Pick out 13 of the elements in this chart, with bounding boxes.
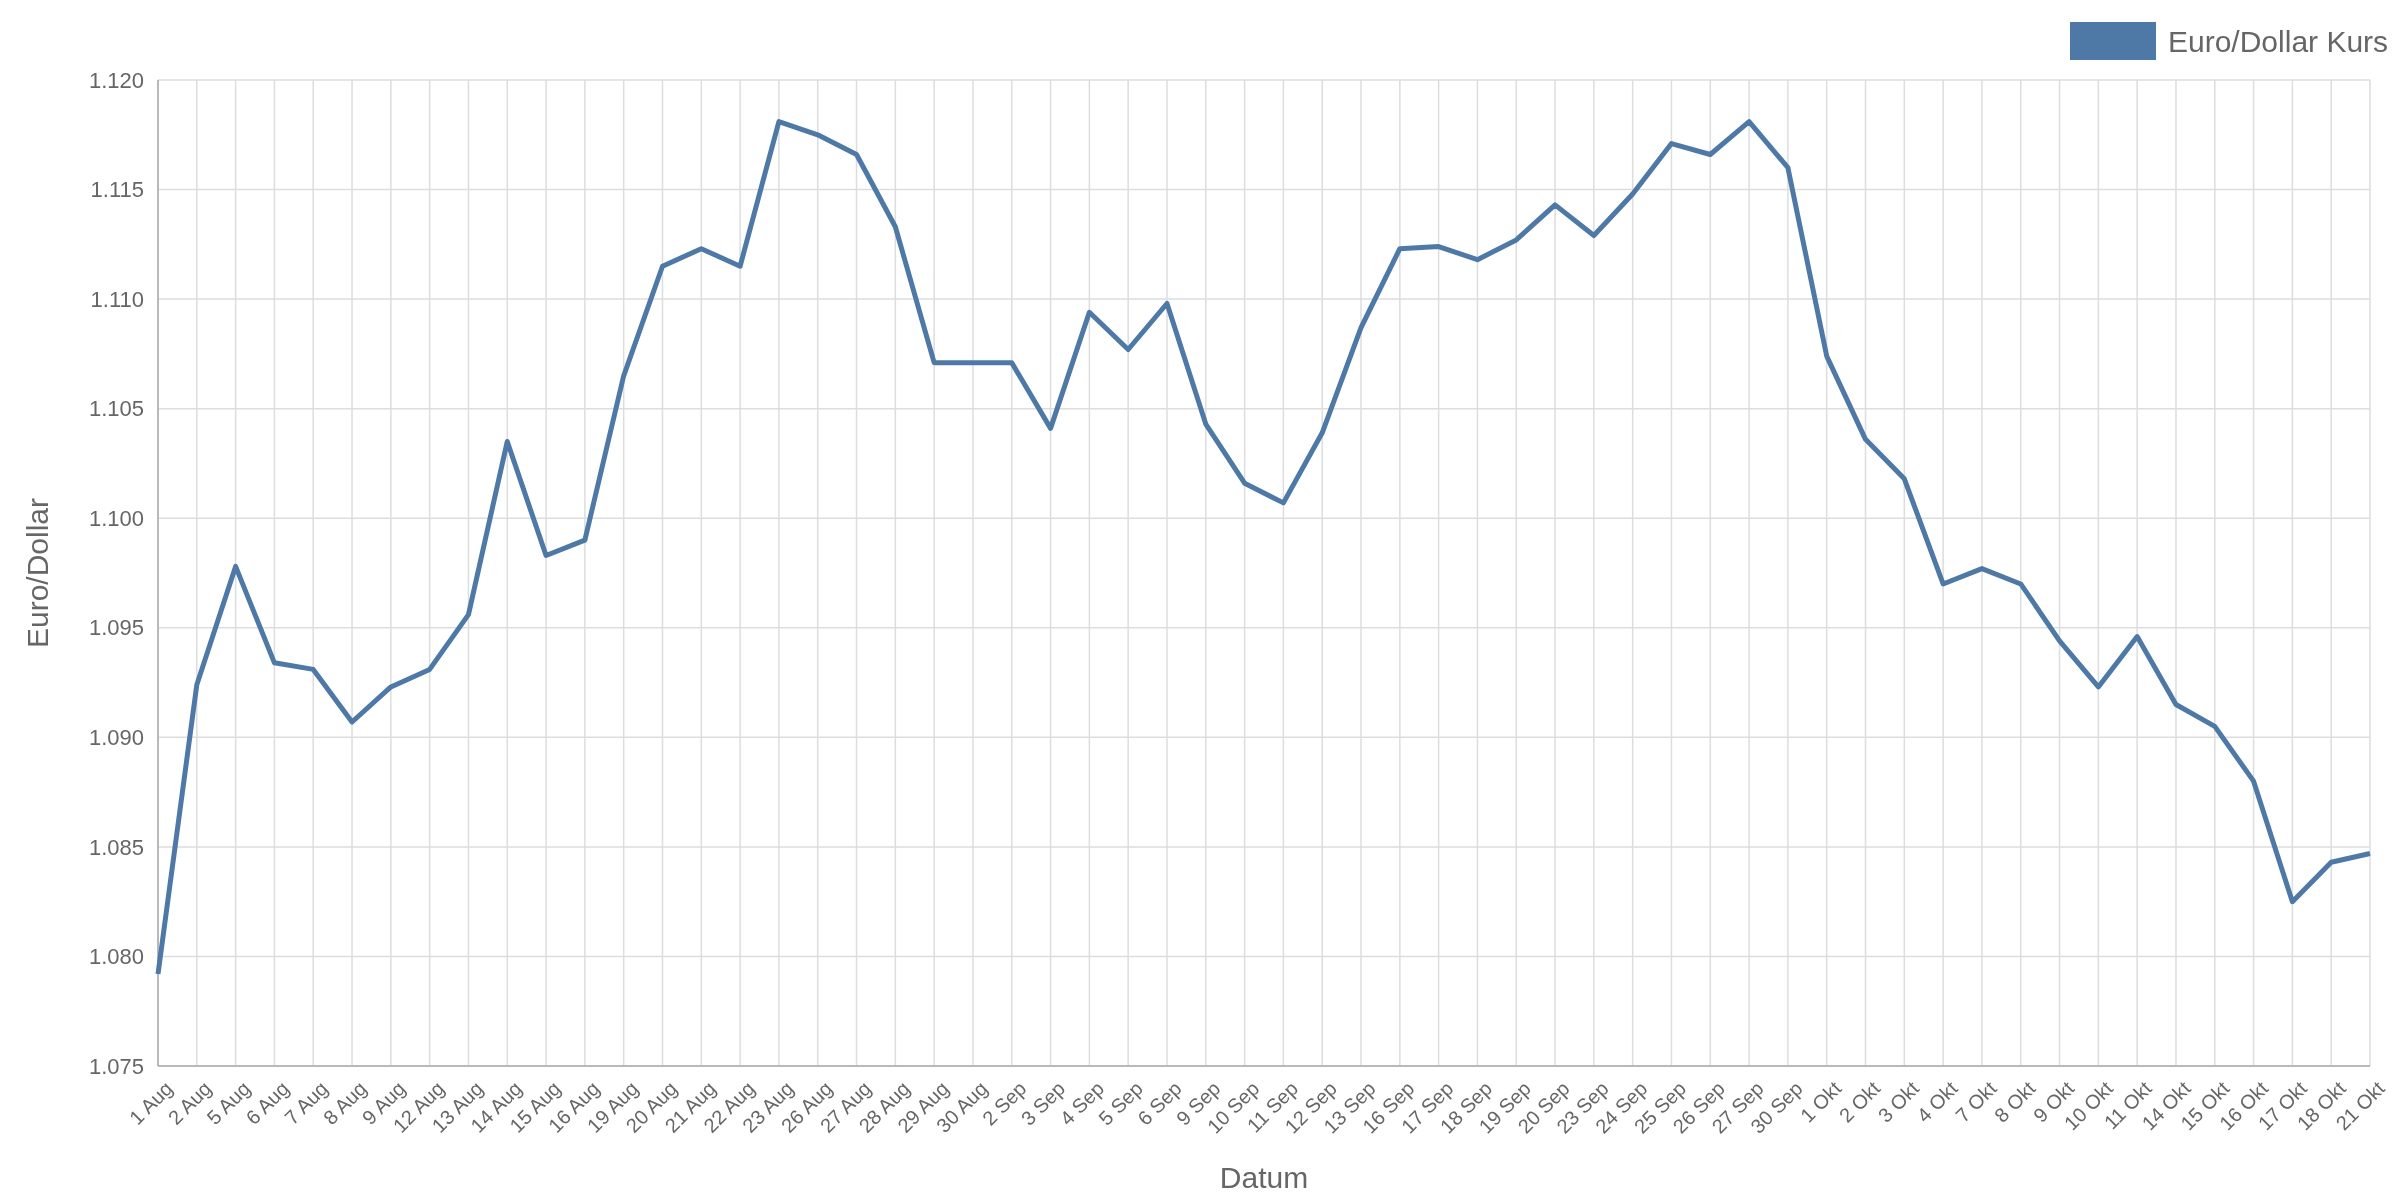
x-axis-title: Datum bbox=[1219, 1161, 1309, 1194]
y-tick-label: 1.075 bbox=[88, 1053, 144, 1079]
y-tick-label: 1.120 bbox=[88, 67, 144, 93]
y-tick-label: 1.095 bbox=[88, 615, 144, 641]
y-tick-label: 1.080 bbox=[88, 944, 144, 970]
legend-label: Euro/Dollar Kurs bbox=[2168, 24, 2389, 58]
y-axis-title: Euro/Dollar bbox=[21, 497, 54, 649]
y-tick-label: 1.090 bbox=[88, 725, 144, 751]
y-tick-label: 1.105 bbox=[88, 396, 144, 422]
y-tick-label: 1.115 bbox=[90, 177, 144, 203]
y-tick-label: 1.085 bbox=[88, 834, 144, 860]
y-tick-label: 1.110 bbox=[90, 286, 144, 312]
y-tick-label: 1.100 bbox=[88, 505, 144, 531]
